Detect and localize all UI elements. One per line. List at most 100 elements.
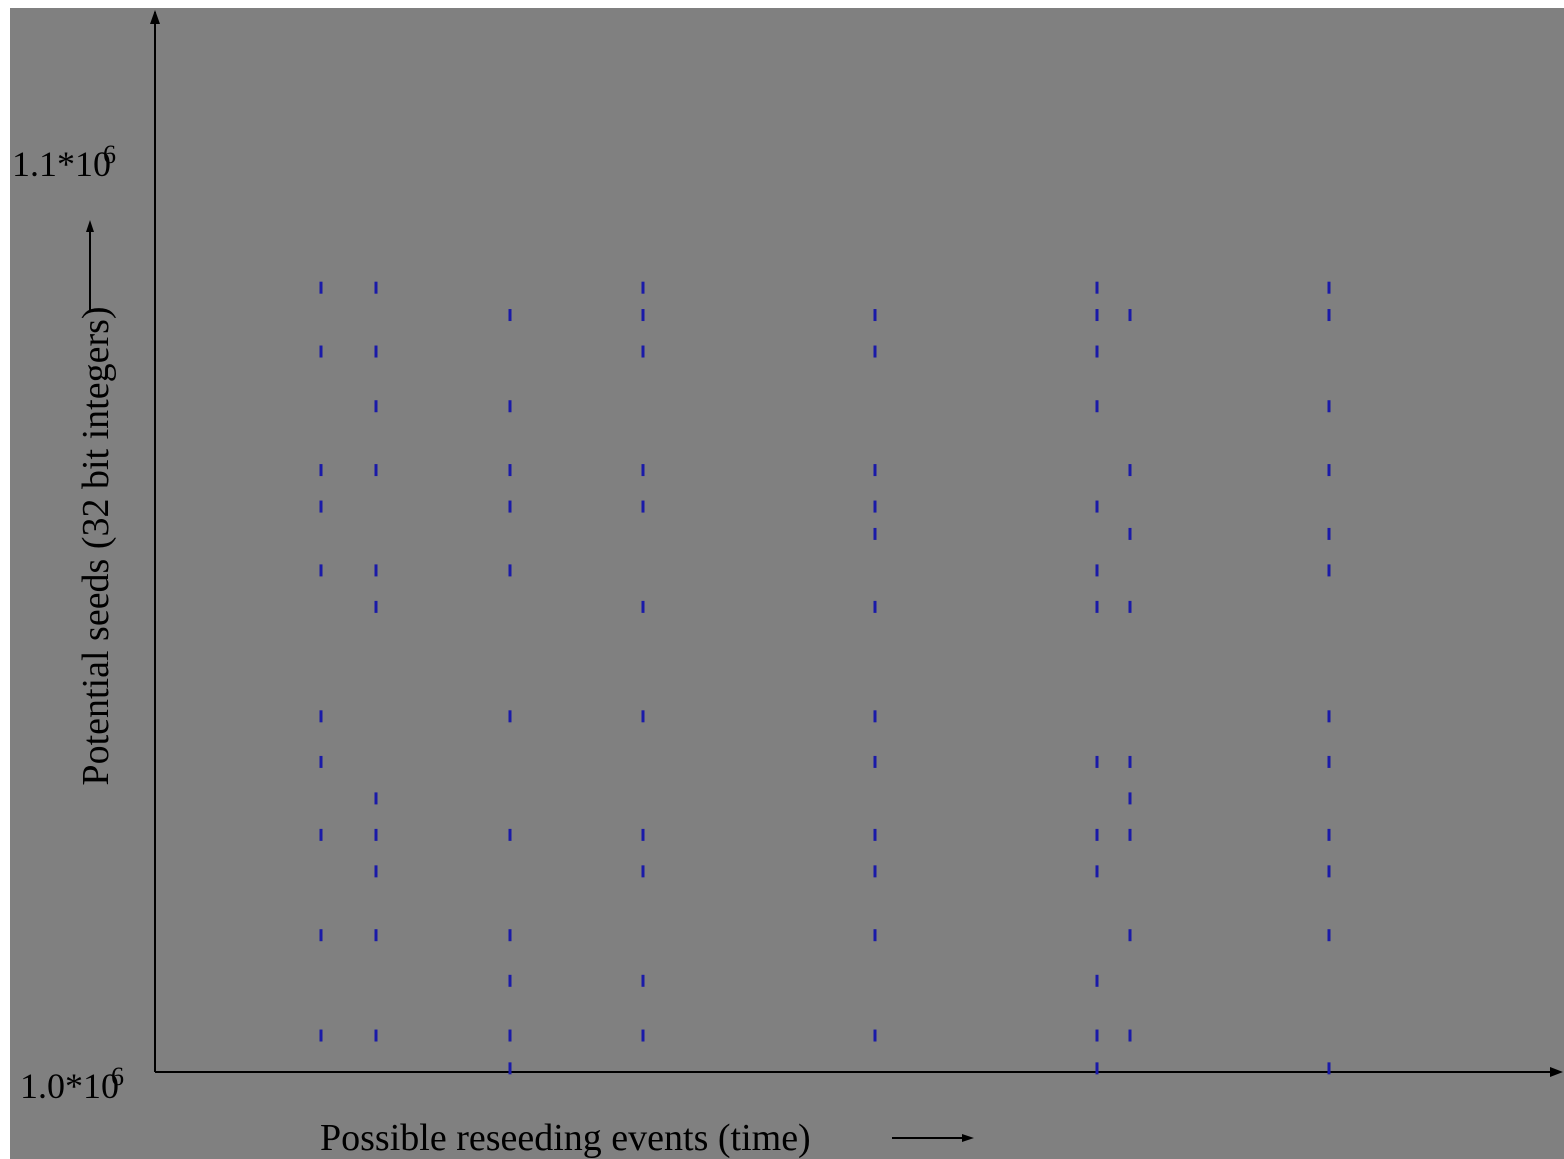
data-point-4-6 xyxy=(641,710,645,723)
data-point-2-4 xyxy=(374,564,378,577)
data-point-5-5 xyxy=(873,600,877,613)
data-point-5-0 xyxy=(873,309,877,322)
data-point-1-9 xyxy=(319,1029,323,1042)
data-point-2-9 xyxy=(374,929,378,942)
data-point-2-10 xyxy=(374,1029,378,1042)
data-point-3-2 xyxy=(508,464,512,477)
data-point-2-5 xyxy=(374,600,378,613)
data-point-2-1 xyxy=(374,345,378,358)
data-point-8-4 xyxy=(1327,527,1331,540)
y-axis-arrowhead xyxy=(150,10,160,24)
y-tick-label-top: 1.1*106 xyxy=(12,140,116,184)
data-point-7-2 xyxy=(1128,527,1132,540)
data-point-8-10 xyxy=(1327,929,1331,942)
data-point-4-1 xyxy=(641,309,645,322)
data-point-4-4 xyxy=(641,500,645,513)
data-point-7-7 xyxy=(1128,929,1132,942)
axes xyxy=(86,10,1563,1142)
data-point-8-6 xyxy=(1327,710,1331,723)
data-point-7-1 xyxy=(1128,464,1132,477)
data-point-7-6 xyxy=(1128,828,1132,841)
data-point-8-3 xyxy=(1327,464,1331,477)
data-point-5-4 xyxy=(873,527,877,540)
data-point-8-5 xyxy=(1327,564,1331,577)
data-point-6-4 xyxy=(1095,500,1099,513)
data-point-1-3 xyxy=(319,500,323,513)
x-axis-arrowhead xyxy=(1550,1067,1563,1077)
data-point-6-10 xyxy=(1095,974,1099,987)
data-point-1-5 xyxy=(319,710,323,723)
data-point-8-8 xyxy=(1327,828,1331,841)
data-point-8-1 xyxy=(1327,309,1331,322)
data-point-7-3 xyxy=(1128,600,1132,613)
data-point-6-8 xyxy=(1095,828,1099,841)
data-point-8-7 xyxy=(1327,755,1331,768)
data-point-5-9 xyxy=(873,865,877,878)
data-point-2-7 xyxy=(374,828,378,841)
data-point-6-0 xyxy=(1095,281,1099,294)
data-point-3-3 xyxy=(508,500,512,513)
data-point-6-6 xyxy=(1095,600,1099,613)
data-point-5-1 xyxy=(873,345,877,358)
data-point-2-6 xyxy=(374,792,378,805)
data-point-2-8 xyxy=(374,865,378,878)
data-point-6-2 xyxy=(1095,345,1099,358)
data-point-8-9 xyxy=(1327,865,1331,878)
data-marks xyxy=(319,281,1331,1075)
data-point-8-11 xyxy=(1327,1062,1331,1075)
data-point-3-10 xyxy=(508,1062,512,1075)
data-point-8-2 xyxy=(1327,400,1331,413)
data-point-3-0 xyxy=(508,309,512,322)
data-point-5-2 xyxy=(873,464,877,477)
data-point-3-4 xyxy=(508,564,512,577)
data-point-1-4 xyxy=(319,564,323,577)
data-point-4-2 xyxy=(641,345,645,358)
data-point-2-0 xyxy=(374,281,378,294)
data-point-5-8 xyxy=(873,828,877,841)
data-point-6-12 xyxy=(1095,1062,1099,1075)
data-point-7-0 xyxy=(1128,309,1132,322)
data-point-4-3 xyxy=(641,464,645,477)
data-point-6-1 xyxy=(1095,309,1099,322)
data-point-1-1 xyxy=(319,345,323,358)
x-axis-label: Possible reseeding events (time) xyxy=(320,1117,811,1159)
data-point-7-5 xyxy=(1128,792,1132,805)
data-point-6-7 xyxy=(1095,755,1099,768)
data-point-4-9 xyxy=(641,974,645,987)
data-point-4-10 xyxy=(641,1029,645,1042)
plot-background xyxy=(10,8,1564,1159)
data-point-6-11 xyxy=(1095,1029,1099,1042)
y-axis-label: Potential seeds (32 bit integers) xyxy=(75,306,117,786)
data-point-3-9 xyxy=(508,1029,512,1042)
data-point-3-6 xyxy=(508,828,512,841)
data-point-1-2 xyxy=(319,464,323,477)
data-point-8-0 xyxy=(1327,281,1331,294)
data-point-5-10 xyxy=(873,929,877,942)
tick-exponent: 6 xyxy=(103,140,116,169)
data-point-4-0 xyxy=(641,281,645,294)
data-point-2-3 xyxy=(374,464,378,477)
x-label-arrowhead xyxy=(962,1134,974,1142)
data-point-6-9 xyxy=(1095,865,1099,878)
data-point-3-1 xyxy=(508,400,512,413)
data-point-4-5 xyxy=(641,600,645,613)
data-point-6-5 xyxy=(1095,564,1099,577)
data-point-1-7 xyxy=(319,828,323,841)
data-point-1-6 xyxy=(319,755,323,768)
data-point-4-8 xyxy=(641,865,645,878)
data-point-1-0 xyxy=(319,281,323,294)
data-point-5-7 xyxy=(873,755,877,768)
data-point-3-7 xyxy=(508,929,512,942)
data-point-6-3 xyxy=(1095,400,1099,413)
data-point-4-7 xyxy=(641,828,645,841)
data-point-5-3 xyxy=(873,500,877,513)
y-label-arrowhead xyxy=(86,220,94,232)
data-point-7-4 xyxy=(1128,755,1132,768)
data-point-1-8 xyxy=(319,929,323,942)
y-tick-label-bottom: 1.0*106 xyxy=(20,1062,124,1106)
data-point-3-5 xyxy=(508,710,512,723)
data-point-3-8 xyxy=(508,974,512,987)
data-point-5-11 xyxy=(873,1029,877,1042)
